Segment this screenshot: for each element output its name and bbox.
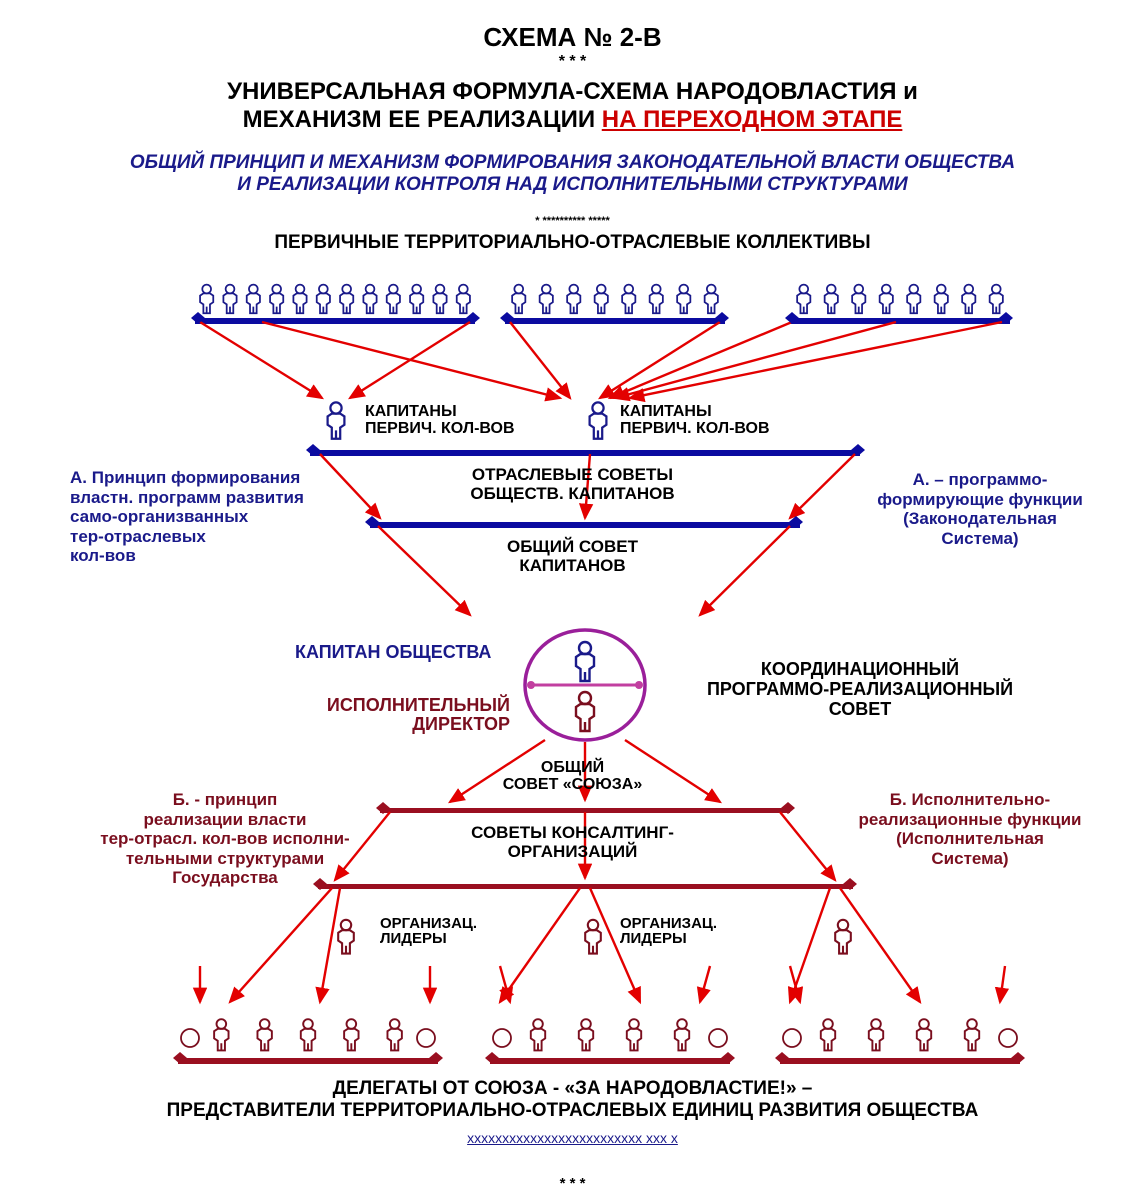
top-title: ПЕРВИЧНЫЕ ТЕРРИТОРИАЛЬНО-ОТРАСЛЕВЫЕ КОЛЛ… [0,232,1145,254]
org-leaders-label-2: ОРГАНИЗАЦ.ЛИДЕРЫ [620,916,717,946]
footer-xxx: xxxxxxxxxxxxxxxxxxxxxxxxx xxx x [0,1130,1145,1146]
subtitle-2: И РЕАЛИЗАЦИИ КОНТРОЛЯ НАД ИСПОЛНИТЕЛЬНЫМ… [0,174,1145,196]
title-line1: СХЕМА № 2-В [0,22,1145,53]
captain-society-label: КАПИТАН ОБЩЕСТВА [295,642,491,663]
captains-label-1: КАПИТАНЫПЕРВИЧ. КОЛ-ВОВ [365,404,515,438]
side-note-left-B: Б. - принципреализации властитер-отрасл.… [80,790,370,888]
side-note-right-A: А. – программо-формирующие функции(Закон… [855,470,1105,548]
title-red-underline: НА ПЕРЕХОДНОМ ЭТАПЕ [602,106,903,133]
executive-director-label: ИСПОЛНИТЕЛЬНЫЙДИРЕКТОР [280,696,510,734]
stars-1: * * * [0,53,1145,71]
general-union-label: ОБЩИЙСОВЕТ «СОЮЗА» [0,760,1145,794]
stars-2: * ********** ***** [0,215,1145,227]
side-note-right-B: Б. Исполнительно-реализационные функции(… [840,790,1100,868]
title-line2b-wrap: МЕХАНИЗМ ЕЕ РЕАЛИЗАЦИИ НА ПЕРЕХОДНОМ ЭТА… [0,106,1145,134]
footer-stars: * * * [0,1175,1145,1192]
footer-title: ДЕЛЕГАТЫ ОТ СОЮЗА - «ЗА НАРОДОВЛАСТИЕ!» … [0,1078,1145,1122]
subtitle-1: ОБЩИЙ ПРИНЦИП И МЕХАНИЗМ ФОРМИРОВАНИЯ ЗА… [0,152,1145,174]
title-line2a: УНИВЕРСАЛЬНАЯ ФОРМУЛА-СХЕМА НАРОДОВЛАСТИ… [0,78,1145,106]
captains-label-2: КАПИТАНЫПЕРВИЧ. КОЛ-ВОВ [620,404,770,438]
coordination-council-label: КООРДИНАЦИОННЫЙПРОГРАММО-РЕАЛИЗАЦИОННЫЙС… [690,660,1030,719]
org-leaders-label-1: ОРГАНИЗАЦ.ЛИДЕРЫ [380,916,477,946]
title-line2b: МЕХАНИЗМ ЕЕ РЕАЛИЗАЦИИ [243,106,602,133]
side-note-left-A: А. Принцип формированиявластн. программ … [70,468,330,566]
